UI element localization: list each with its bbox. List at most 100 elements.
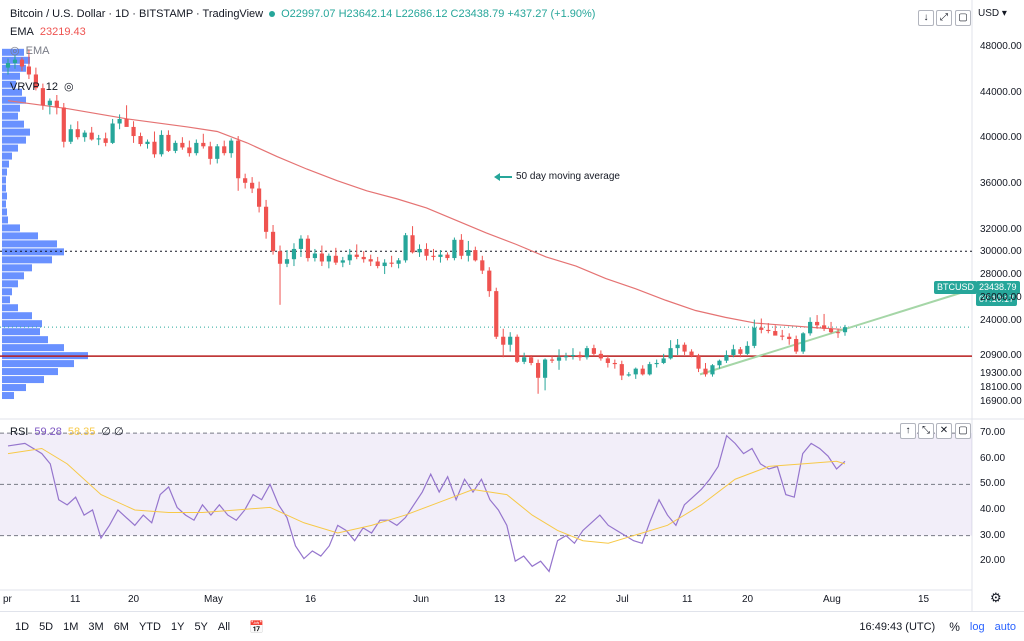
range-button[interactable]: 1D: [15, 620, 30, 633]
arrow-up-icon[interactable]: ↑: [900, 423, 916, 439]
volume-profile-bar: [2, 304, 18, 312]
candle-body: [194, 142, 199, 154]
candle-body: [738, 349, 743, 354]
volume-profile-bar: [2, 232, 38, 240]
ema-value: 23219.43: [39, 26, 86, 38]
candle-body: [375, 261, 380, 267]
settings-icon[interactable]: ⚙: [990, 590, 1002, 605]
maximize-icon[interactable]: ⤢: [936, 10, 952, 26]
candle-body: [815, 321, 820, 326]
volume-profile-bar: [2, 312, 32, 320]
time-tick-label: pr: [3, 594, 12, 605]
volume-profile-bar: [2, 192, 7, 200]
candle-body: [243, 178, 248, 183]
log-toggle[interactable]: log: [969, 620, 985, 633]
ema-label: EMA: [10, 26, 34, 38]
volume-profile-bar: [2, 104, 20, 112]
candle-body: [766, 329, 771, 332]
ema-small-label: EMA: [25, 44, 50, 57]
candle-body: [250, 182, 255, 189]
time-tick-label: Jul: [616, 594, 629, 605]
candle-body: [808, 321, 813, 334]
pane-fullscreen-icon[interactable]: ▢: [955, 423, 971, 439]
candle-body: [675, 344, 680, 349]
candle-body: [89, 132, 94, 140]
ema-legend-small[interactable]: ◎ EMA: [10, 44, 50, 58]
candle-body: [54, 100, 59, 108]
ema-legend[interactable]: EMA 23219.43: [10, 26, 86, 38]
percent-toggle[interactable]: %: [949, 619, 960, 634]
volume-profile-bar: [2, 376, 44, 384]
range-buttons: 1D 5D 1M 3M 6M YTD 1Y 5Y All: [10, 621, 235, 633]
range-button[interactable]: All: [217, 620, 231, 633]
time-tick-label: 11: [70, 594, 81, 605]
candle-body: [222, 146, 227, 154]
ema-line: [7, 100, 846, 331]
time-tick-label: Jun: [413, 594, 430, 605]
candle-body: [33, 74, 38, 89]
candle-body: [354, 254, 359, 257]
candle-body: [794, 339, 799, 352]
candle-body: [626, 374, 631, 376]
volume-profile-bar: [2, 48, 24, 56]
volume-profile-bar: [2, 360, 74, 368]
price-tick-label: 40000.00: [980, 132, 1022, 144]
candle-body: [473, 250, 478, 261]
time-tick-label: 15: [918, 594, 930, 605]
symbol-legend: Bitcoin / U.S. Dollar · 1D · BITSTAMP · …: [10, 8, 595, 20]
range-button[interactable]: 5Y: [194, 620, 208, 633]
fullscreen-icon[interactable]: ▢: [955, 10, 971, 26]
candle-body: [549, 359, 555, 361]
candle-body: [612, 362, 617, 365]
price-tick-label: 32000.00: [980, 223, 1022, 235]
candle-body: [263, 206, 269, 232]
range-button[interactable]: 1M: [63, 620, 79, 633]
candle-body: [110, 123, 115, 143]
range-button[interactable]: 6M: [113, 620, 129, 633]
clock-time[interactable]: 16:49:43 (UTC): [859, 620, 936, 633]
time-tick-label: 11: [682, 594, 693, 605]
candle-body: [438, 254, 443, 257]
currency-selector[interactable]: USD ▾: [978, 8, 1007, 19]
candle-body: [117, 118, 122, 124]
symbol-title: Bitcoin / U.S. Dollar · 1D · BITSTAMP · …: [10, 8, 264, 20]
close-icon[interactable]: ✕: [936, 423, 952, 439]
rsi-ma-value: 58.35: [67, 425, 96, 438]
auto-toggle[interactable]: auto: [994, 620, 1016, 633]
eye-icon[interactable]: ◎: [10, 45, 20, 57]
visibility-icon[interactable]: ◎: [64, 81, 74, 93]
candle-body: [208, 146, 213, 159]
candle-body: [619, 364, 624, 376]
candle-body: [584, 348, 590, 358]
rsi-legend[interactable]: RSI 59.28 58.35 ∅ ∅: [10, 425, 124, 439]
volume-profile-bar: [2, 264, 32, 272]
candle-body: [61, 107, 66, 142]
collapse-icon[interactable]: ⤡: [918, 423, 934, 439]
candle-body: [131, 126, 136, 137]
candle-body: [598, 353, 603, 359]
volume-profile-bar: [2, 280, 18, 288]
candle-body: [187, 147, 192, 154]
calendar-icon[interactable]: 📅: [249, 619, 265, 634]
range-button[interactable]: 1Y: [170, 620, 185, 633]
price-tick-label: 19300.00: [980, 368, 1022, 380]
range-button[interactable]: YTD: [138, 620, 161, 633]
price-tick-label: 36000.00: [980, 177, 1022, 189]
range-button[interactable]: 3M: [88, 620, 104, 633]
rsi-line: [7, 434, 846, 573]
ohlc-values: O22997.07 H23642.14 L22686.12 C23438.79 …: [281, 8, 596, 20]
candle-body: [291, 248, 297, 260]
candle-body: [68, 129, 73, 142]
candle-body: [347, 254, 352, 261]
price-tick-label: 16900.00: [980, 395, 1022, 407]
candle-body: [124, 118, 129, 127]
candle-body: [180, 142, 185, 148]
range-button[interactable]: 5D: [39, 620, 54, 633]
vrvp-legend[interactable]: VRVP 12 ◎: [10, 80, 74, 94]
volume-profile-bar: [2, 96, 26, 104]
candle-body: [138, 136, 143, 145]
arrow-down-icon[interactable]: ↓: [918, 10, 934, 26]
candle-body: [703, 368, 708, 375]
volume-profile-bar: [2, 320, 42, 328]
